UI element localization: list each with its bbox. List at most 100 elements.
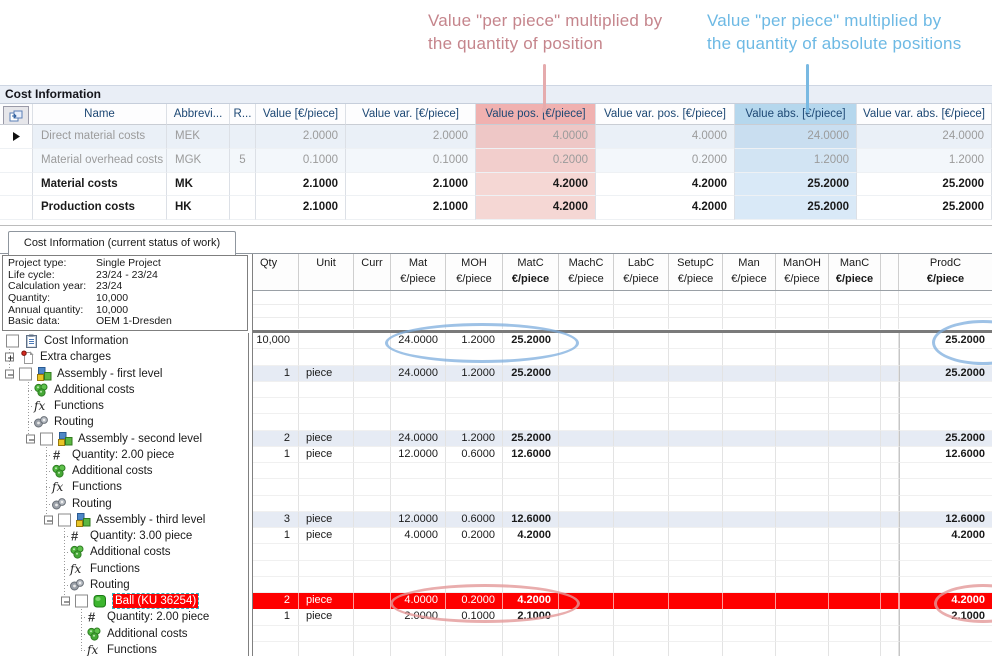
- grid-header-man[interactable]: Man€/piece: [723, 254, 776, 290]
- grid-cell[interactable]: [723, 577, 776, 593]
- grid-cell[interactable]: [354, 626, 391, 642]
- grid-cell[interactable]: [614, 577, 669, 593]
- grid-cell[interactable]: [253, 463, 299, 479]
- cost-table-row[interactable]: Direct material costsMEK2.00002.00004.00…: [0, 125, 992, 149]
- grid-cell[interactable]: [881, 463, 899, 479]
- grid-cell[interactable]: [503, 561, 559, 577]
- grid-cell[interactable]: [669, 642, 723, 656]
- grid-cell[interactable]: [446, 463, 503, 479]
- grid-cell[interactable]: [446, 382, 503, 398]
- grid-cell[interactable]: [881, 544, 899, 560]
- grid-cell[interactable]: [881, 414, 899, 430]
- grid-cell[interactable]: [354, 528, 391, 544]
- tree-expander-minus-icon[interactable]: [61, 597, 70, 606]
- cost-table-header-icon[interactable]: [0, 104, 33, 125]
- grid-cell[interactable]: [723, 609, 776, 625]
- tree-item-label[interactable]: Routing: [72, 497, 112, 511]
- grid-cell[interactable]: [723, 463, 776, 479]
- grid-cell[interactable]: [723, 561, 776, 577]
- tree-item-label[interactable]: Additional costs: [72, 464, 153, 478]
- cost-table-header-value-pos-piece-[interactable]: Value pos. [€/piece]: [476, 104, 596, 125]
- tree-item-label[interactable]: Ball (KU 36254): [113, 594, 198, 608]
- grid-cell[interactable]: [881, 609, 899, 625]
- cost-table-cell[interactable]: MEK: [167, 125, 230, 149]
- cost-table-cell[interactable]: 4.2000: [476, 196, 596, 220]
- cost-table-cell[interactable]: 25.2000: [857, 173, 992, 197]
- cost-table-cell[interactable]: 5: [230, 149, 256, 173]
- grid-cell[interactable]: [354, 479, 391, 495]
- grid-cell[interactable]: [354, 431, 391, 447]
- tree-item-functions[interactable]: fxFunctions: [0, 561, 248, 577]
- tree-item-label[interactable]: Cost Information: [44, 334, 128, 348]
- grid-cell[interactable]: [614, 496, 669, 512]
- cost-table-cell[interactable]: 2.1000: [256, 196, 346, 220]
- grid-cell[interactable]: [299, 626, 354, 642]
- grid-cell[interactable]: 25.2000: [503, 431, 559, 447]
- grid-header-prodc[interactable]: ProdC€/piece: [899, 254, 992, 290]
- tree-expander-minus-icon[interactable]: [26, 434, 35, 443]
- grid-cell[interactable]: [559, 398, 614, 414]
- grid-cell[interactable]: [881, 398, 899, 414]
- grid-cell[interactable]: [299, 561, 354, 577]
- grid-cell[interactable]: piece: [299, 609, 354, 625]
- grid-cell[interactable]: 24.0000: [391, 431, 446, 447]
- grid-cell[interactable]: [829, 577, 881, 593]
- tree-item-label[interactable]: Quantity: 2.00 piece: [107, 610, 209, 624]
- grid-cell[interactable]: [669, 333, 723, 349]
- cost-table-cell[interactable]: 25.2000: [857, 196, 992, 220]
- grid-cell[interactable]: [503, 398, 559, 414]
- grid-cell[interactable]: [299, 463, 354, 479]
- tree-item-label[interactable]: Functions: [54, 399, 104, 413]
- grid-cell[interactable]: [829, 463, 881, 479]
- grid-cell[interactable]: [503, 642, 559, 656]
- grid-cell[interactable]: [559, 366, 614, 382]
- tree-item-routing[interactable]: Routing: [0, 496, 248, 512]
- grid-row[interactable]: [253, 544, 992, 560]
- cost-table-cell[interactable]: 0.1000: [256, 149, 346, 173]
- grid-cell[interactable]: [881, 626, 899, 642]
- tree-item-functions[interactable]: fxFunctions: [0, 398, 248, 414]
- grid-cell[interactable]: [299, 642, 354, 656]
- grid-cell[interactable]: [723, 593, 776, 609]
- grid-cell[interactable]: [299, 398, 354, 414]
- grid-cell[interactable]: [723, 414, 776, 430]
- grid-cell[interactable]: [503, 463, 559, 479]
- tree-item-functions[interactable]: fxFunctions: [0, 479, 248, 495]
- grid-header-mat[interactable]: Mat€/piece: [391, 254, 446, 290]
- grid-cell[interactable]: [614, 382, 669, 398]
- grid-cell[interactable]: [881, 382, 899, 398]
- cost-table-cell[interactable]: MK: [167, 173, 230, 197]
- grid-cell[interactable]: [899, 414, 992, 430]
- grid-header-matc[interactable]: MatC€/piece: [503, 254, 559, 290]
- grid-cell[interactable]: [881, 512, 899, 528]
- grid-cell[interactable]: [391, 463, 446, 479]
- grid-cell[interactable]: [391, 382, 446, 398]
- grid-row[interactable]: 3piece12.00000.600012.600012.6000: [253, 512, 992, 528]
- grid-cell[interactable]: [669, 463, 723, 479]
- grid-cell[interactable]: [669, 349, 723, 365]
- grid-cell[interactable]: 4.2000: [503, 528, 559, 544]
- grid-cell[interactable]: [669, 593, 723, 609]
- tree-item-label[interactable]: Extra charges: [40, 350, 111, 364]
- cost-table-cell[interactable]: 4.2000: [596, 173, 735, 197]
- grid-cell[interactable]: [723, 528, 776, 544]
- cost-table-cell[interactable]: 24.0000: [735, 125, 857, 149]
- tree-item-assembly-second-level[interactable]: Assembly - second level: [0, 431, 248, 447]
- grid-cell[interactable]: piece: [299, 366, 354, 382]
- grid-cell[interactable]: [881, 333, 899, 349]
- cost-table-cell[interactable]: Production costs: [33, 196, 167, 220]
- tree-item-label[interactable]: Functions: [107, 643, 157, 656]
- grid-cell[interactable]: 12.6000: [503, 447, 559, 463]
- grid-header-manoh[interactable]: ManOH€/piece: [776, 254, 829, 290]
- cost-table-cell[interactable]: 4.0000: [596, 125, 735, 149]
- grid-cell[interactable]: [299, 544, 354, 560]
- grid-cell[interactable]: [614, 609, 669, 625]
- grid-cell[interactable]: [446, 544, 503, 560]
- grid-cell[interactable]: [776, 496, 829, 512]
- grid-cell[interactable]: [614, 479, 669, 495]
- grid-cell[interactable]: 1.2000: [446, 431, 503, 447]
- grid-cell[interactable]: 3: [253, 512, 299, 528]
- grid-cell[interactable]: [253, 642, 299, 656]
- grid-cell[interactable]: [503, 626, 559, 642]
- grid-cell[interactable]: [614, 349, 669, 365]
